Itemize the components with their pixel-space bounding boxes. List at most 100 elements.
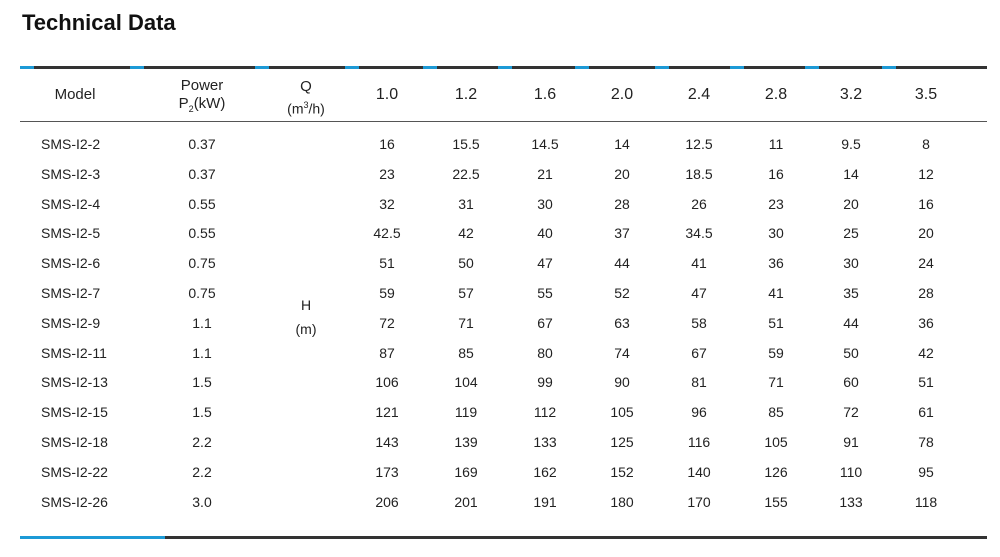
model-cell: SMS-I2-13: [41, 374, 108, 391]
head-value-cell: 85: [768, 404, 784, 421]
head-value-cell: 34.5: [685, 225, 713, 242]
head-value-cell: 41: [768, 285, 784, 301]
head-value-cell: 85: [458, 344, 474, 361]
header-flow-label: Q: [300, 78, 312, 95]
head-value-cell: 162: [533, 463, 557, 480]
head-value-cell: 16: [918, 195, 934, 212]
header-power: Power P2(kW): [179, 77, 226, 118]
head-value-cell: 28: [918, 285, 934, 301]
head-value-cell: 191: [533, 493, 557, 510]
head-value-cell: 40: [537, 225, 553, 242]
head-value-cell: 36: [918, 314, 934, 331]
head-value-cell: 170: [687, 493, 711, 510]
head-value-cell: 91: [843, 434, 859, 450]
head-value-cell: 16: [768, 165, 784, 182]
model-cell: SMS-I2-26: [41, 493, 108, 510]
head-value-cell: 52: [614, 285, 630, 301]
head-value-cell: 14: [614, 136, 630, 152]
head-value-cell: 44: [614, 255, 630, 272]
head-value-cell: 119: [454, 404, 478, 421]
head-value-cell: 12.5: [685, 136, 713, 152]
head-value-cell: 96: [691, 404, 707, 421]
header-flow-value: 1.0: [375, 86, 399, 103]
head-value-cell: 125: [610, 434, 634, 450]
header-flow-value: 2.4: [687, 86, 711, 103]
page-title: Technical Data: [22, 10, 176, 35]
head-value-cell: 71: [458, 314, 474, 331]
head-value-cell: 67: [691, 344, 707, 361]
head-value-cell: 51: [379, 255, 395, 272]
head-value-cell: 201: [454, 493, 478, 510]
head-value-cell: 24: [918, 255, 934, 272]
head-value-cell: 133: [533, 434, 557, 450]
head-value-cell: 104: [454, 374, 478, 391]
top-accent: [730, 66, 744, 69]
head-value-cell: 37: [614, 225, 630, 242]
head-value-cell: 20: [614, 165, 630, 182]
head-value-cell: 20: [918, 225, 934, 242]
power-cell: 0.55: [188, 225, 216, 242]
head-value-cell: 47: [691, 285, 707, 301]
model-cell: SMS-I2-4: [41, 195, 101, 212]
head-value-cell: 42: [918, 344, 934, 361]
head-value-cell: 28: [614, 195, 630, 212]
head-value-cell: 105: [610, 404, 634, 421]
power-cell: 0.37: [188, 136, 216, 152]
head-value-cell: 59: [768, 344, 784, 361]
head-value-cell: 22.5: [452, 165, 480, 182]
head-value-cell: 36: [768, 255, 784, 272]
head-value-cell: 11: [768, 136, 784, 152]
model-cell: SMS-I2-18: [41, 434, 108, 450]
head-value-cell: 9.5: [841, 136, 861, 152]
power-cell: 1.5: [192, 374, 212, 391]
head-value-cell: 71: [768, 374, 784, 391]
header-flow-value: 2.8: [764, 86, 788, 103]
head-value-cell: 155: [764, 493, 788, 510]
head-value-cell: 57: [458, 285, 474, 301]
top-accent: [575, 66, 589, 69]
table-bottom-rule: [20, 536, 987, 539]
head-value-cell: 72: [379, 314, 395, 331]
head-value-cell: 126: [764, 463, 788, 480]
head-value-cell: 20: [843, 195, 859, 212]
head-value-cell: 87: [379, 344, 395, 361]
head-value-cell: 133: [839, 493, 863, 510]
head-value-cell: 99: [537, 374, 553, 391]
head-value-cell: 74: [614, 344, 630, 361]
head-value-cell: 80: [537, 344, 553, 361]
power-symbol: P: [178, 95, 189, 112]
head-value-cell: 72: [843, 404, 859, 421]
header-flow-unit: (m3/h): [287, 100, 325, 117]
top-accent: [345, 66, 359, 69]
head-value-cell: 14: [843, 165, 859, 182]
power-cell: 0.75: [188, 285, 216, 301]
head-value-cell: 31: [458, 195, 474, 212]
power-cell: 0.75: [188, 255, 216, 272]
head-value-cell: 61: [918, 404, 934, 421]
head-value-cell: 8: [922, 136, 930, 152]
head-unit-label: H (m): [296, 293, 317, 341]
head-value-cell: 41: [691, 255, 707, 272]
head-value-cell: 23: [768, 195, 784, 212]
head-value-cell: 206: [375, 493, 399, 510]
head-value-cell: 30: [843, 255, 859, 272]
head-value-cell: 140: [687, 463, 711, 480]
head-value-cell: 14.5: [531, 136, 559, 152]
head-value-cell: 51: [768, 314, 784, 331]
head-value-cell: 105: [764, 434, 788, 450]
head-value-cell: 180: [610, 493, 634, 510]
head-value-cell: 30: [537, 195, 553, 212]
head-value-cell: 118: [914, 493, 938, 510]
head-value-cell: 90: [614, 374, 630, 391]
head-value-cell: 12: [918, 165, 934, 182]
head-value-cell: 169: [454, 463, 478, 480]
top-accent: [882, 66, 896, 69]
head-value-cell: 18.5: [685, 165, 713, 182]
head-value-cell: 32: [379, 195, 395, 212]
head-value-cell: 78: [918, 434, 934, 450]
head-value-cell: 21: [537, 165, 553, 182]
head-value-cell: 44: [843, 314, 859, 331]
power-cell: 1.1: [192, 344, 212, 361]
header-model: Model: [54, 86, 96, 103]
header-flow-value: 1.2: [454, 86, 478, 103]
